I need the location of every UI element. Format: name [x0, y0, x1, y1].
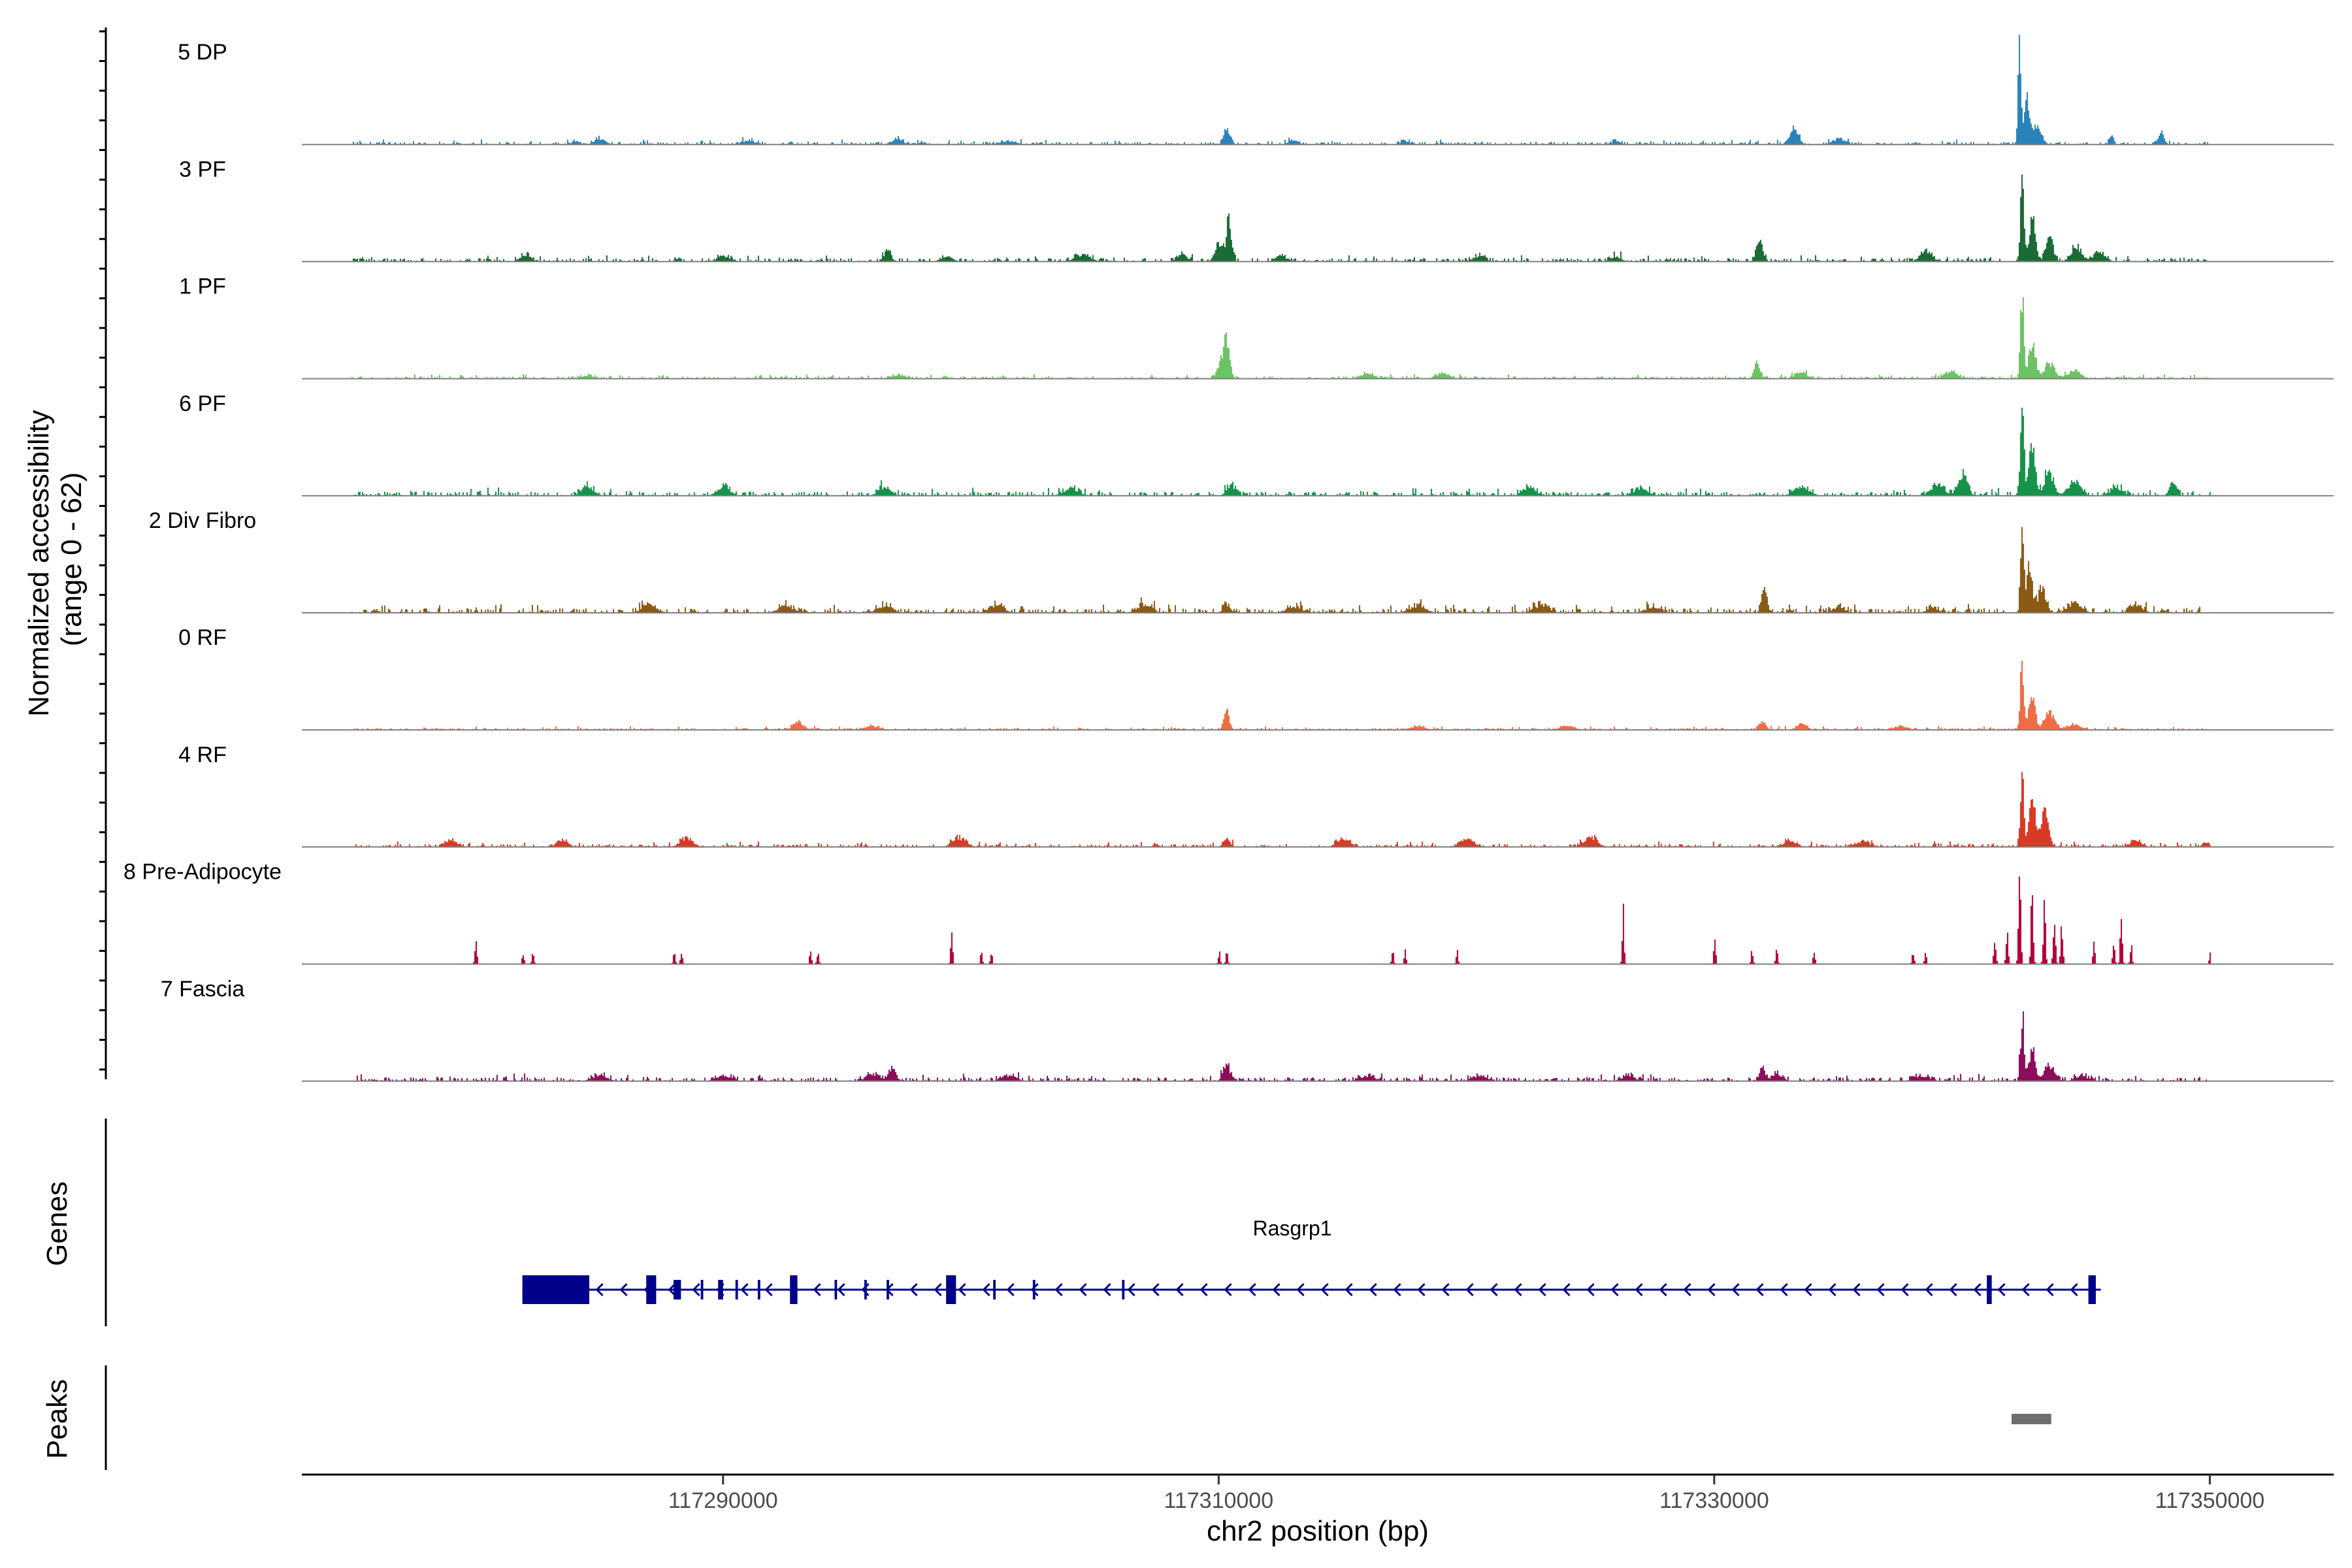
track: 1 PF: [179, 274, 2334, 380]
track: 7 Fascia: [161, 977, 2334, 1082]
track: 2 Div Fibro: [149, 508, 2334, 613]
track-label: 2 Div Fibro: [149, 508, 256, 533]
track: 0 RF: [178, 625, 2334, 731]
peaks-y-axis-title: Peaks: [41, 1379, 73, 1459]
tracks: 5 DP 3 PF 1 PF 6 PF 2 Div Fibro 0 RF 4 RF 8 Pre…: [123, 35, 2334, 1082]
x-tick-label: 117350000: [2155, 1488, 2265, 1513]
gene-exon: [2088, 1275, 2096, 1304]
track-label: 1 PF: [179, 274, 226, 299]
coverage-profile: [351, 527, 2200, 613]
x-tick-label: 117290000: [668, 1488, 778, 1513]
track: 5 DP: [178, 35, 2334, 146]
genes-panel: Genes Rasgrp1: [41, 1119, 2101, 1326]
coverage-y-axis-title-line1: Normalized accessibility: [23, 410, 55, 716]
peak-regions: [2011, 1414, 2051, 1424]
gene-exon: [718, 1280, 723, 1299]
track-label: 8 Pre-Adipocyte: [123, 860, 282, 885]
x-tick-label: 117330000: [1659, 1488, 1769, 1513]
gene-model: [522, 1275, 2101, 1304]
gene-exon: [993, 1280, 996, 1299]
gene-exon: [522, 1275, 589, 1304]
coverage-profile: [356, 1011, 2207, 1081]
track-label: 5 DP: [178, 40, 227, 65]
gene-exon: [946, 1275, 956, 1304]
track: 8 Pre-Adipocyte: [123, 860, 2334, 965]
peaks-panel: Peaks: [41, 1365, 2051, 1470]
gene-exon: [864, 1280, 867, 1299]
peak-region: [2011, 1414, 2051, 1424]
track-label: 7 Fascia: [161, 977, 245, 1002]
track-label: 4 RF: [178, 742, 227, 767]
gene-exon: [673, 1280, 681, 1299]
track: 3 PF: [179, 157, 2334, 263]
genes-y-axis-title: Genes: [41, 1181, 73, 1266]
coverage-profile: [472, 876, 2211, 964]
coverage-profile: [352, 35, 2208, 145]
gene-exon: [1032, 1280, 1036, 1299]
coverage-y-axis-title-line2: (range 0 - 62): [56, 472, 88, 647]
gene-exon: [757, 1280, 760, 1299]
coverage-profile: [351, 408, 2211, 496]
x-tick-label: 117310000: [1164, 1488, 1273, 1513]
coverage-panel: Normalized accessibility (range 0 - 62) …: [23, 27, 2334, 1082]
x-axis-title: chr2 position (bp): [1207, 1515, 1429, 1547]
gene-exon: [1987, 1275, 1992, 1304]
gene-exon: [700, 1280, 704, 1299]
track: 6 PF: [179, 391, 2334, 497]
gene-exon: [887, 1280, 889, 1299]
gene-exon: [834, 1280, 838, 1299]
coverage-profile: [352, 772, 2211, 847]
coverage-profile: [352, 174, 2207, 262]
track-label: 6 PF: [179, 391, 226, 416]
track-label: 3 PF: [179, 157, 226, 182]
coverage-profile: [353, 661, 2207, 730]
gene-exon: [646, 1275, 657, 1304]
x-axis: 117290000 117310000 117330000 117350000 chr…: [302, 1473, 2334, 1547]
gene-exon: [735, 1280, 738, 1299]
gene-label: Rasgrp1: [1253, 1217, 1332, 1240]
gene-exon: [790, 1275, 798, 1304]
coverage-y-axis-title: Normalized accessibility (range 0 - 62): [23, 402, 88, 717]
x-ticks: 117290000 117310000 117330000 117350000: [668, 1475, 2264, 1513]
coverage-profile: [351, 297, 2211, 379]
track-label: 0 RF: [178, 625, 227, 650]
track: 4 RF: [178, 742, 2334, 848]
coverage-y-ticks: [99, 30, 106, 1071]
gene-exon: [1122, 1280, 1125, 1299]
